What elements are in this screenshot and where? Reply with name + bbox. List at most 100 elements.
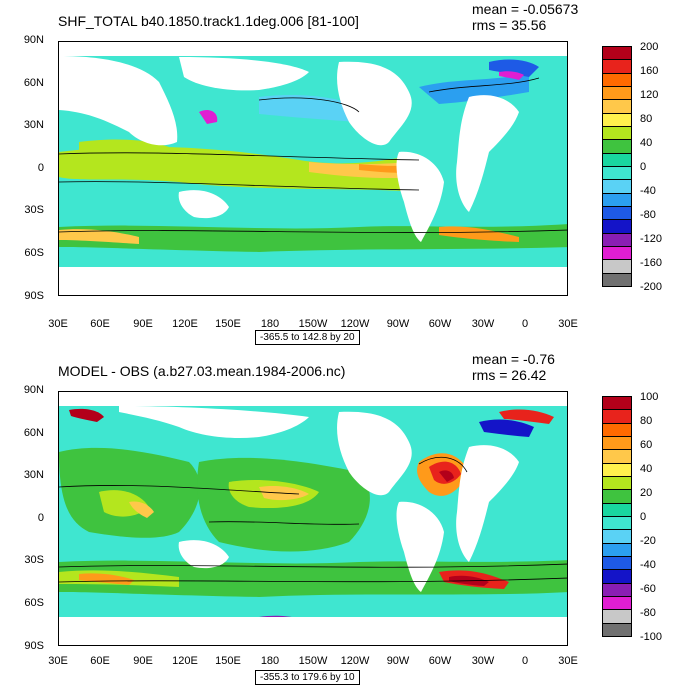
lon-label: 60E — [90, 655, 110, 667]
lon-label: 150E — [215, 318, 241, 330]
legend-swatch — [602, 165, 632, 181]
lat-label: 0 — [37, 512, 44, 524]
lon-label: 30E — [48, 655, 68, 667]
lon-label: 120W — [340, 655, 370, 667]
legend-swatch — [602, 622, 632, 637]
legend-swatch — [602, 409, 632, 424]
legend-swatch — [602, 152, 632, 167]
lon-label: 90E — [133, 318, 153, 330]
legend-swatch — [602, 462, 632, 477]
legend-label: -200 — [640, 281, 663, 293]
legend-swatch — [602, 595, 632, 611]
lon-label: 60W — [428, 655, 452, 667]
legend-swatch — [602, 569, 632, 584]
legend-label: 80 — [640, 415, 653, 427]
lat-label: 30N — [23, 119, 44, 131]
legend-swatch — [602, 179, 632, 194]
lat-label: 30S — [24, 554, 44, 566]
lat-label: 60S — [24, 597, 44, 609]
legend-swatch — [602, 422, 632, 437]
map-plot — [58, 391, 568, 646]
lat-label: 0 — [37, 162, 44, 174]
legend-swatch — [602, 502, 632, 517]
legend-swatch — [602, 112, 632, 127]
legend-label: -100 — [640, 631, 663, 643]
panel-shf-total: SHF_TOTAL b40.1850.track1.1deg.006 [81-1… — [23, 1, 663, 345]
legend-swatch — [602, 192, 632, 207]
lat-label: 90N — [23, 34, 44, 46]
lat-label: 30S — [24, 204, 44, 216]
legend-label: -20 — [640, 535, 656, 547]
lon-label: 30E — [558, 318, 578, 330]
legend-swatch — [602, 435, 632, 451]
legend-swatch — [602, 99, 632, 114]
panel-title: MODEL - OBS (a.b27.03.mean.1984-2006.nc) — [58, 363, 346, 379]
legend-swatch — [602, 219, 632, 234]
panel-model-minus-obs: MODEL - OBS (a.b27.03.mean.1984-2006.nc)… — [0, 350, 700, 700]
legend-label: 0 — [640, 161, 647, 173]
legend-label: 120 — [640, 89, 659, 101]
color-legend — [602, 396, 632, 637]
legend-swatch — [602, 125, 632, 141]
lon-label: 30E — [558, 655, 578, 667]
map-field — [59, 396, 567, 645]
legend-swatch — [602, 396, 632, 411]
legend-swatch — [602, 542, 632, 557]
legend-label: -80 — [640, 209, 656, 221]
legend-label: -120 — [640, 233, 663, 245]
legend-swatch — [602, 475, 632, 491]
legend-swatch — [602, 59, 632, 74]
lon-label: 90E — [133, 655, 153, 667]
legend-label: -40 — [640, 185, 656, 197]
lon-label: 30E — [48, 318, 68, 330]
lon-label: 60W — [428, 318, 452, 330]
lon-label: 180 — [260, 655, 280, 667]
legend-swatch — [602, 259, 632, 274]
legend-label: -160 — [640, 257, 663, 269]
legend-swatch — [602, 489, 632, 504]
lat-label: 90N — [23, 384, 44, 396]
legend-label: 80 — [640, 113, 653, 125]
lat-label: 60N — [23, 77, 44, 89]
contour-range-label: -355.3 to 179.6 by 10 — [255, 670, 360, 685]
legend-swatch — [602, 245, 632, 261]
legend-label: -80 — [640, 607, 656, 619]
lon-label: 90W — [386, 318, 410, 330]
legend-swatch — [602, 139, 632, 154]
legend-label: 100 — [640, 391, 659, 403]
map-field — [59, 46, 567, 295]
legend-swatch — [602, 529, 632, 544]
lat-label: 90S — [24, 290, 44, 302]
legend-label: 200 — [640, 41, 659, 53]
legend-label: 40 — [640, 137, 653, 149]
legend-label: -60 — [640, 583, 656, 595]
legend-swatch — [602, 205, 632, 221]
mean-label: mean = -0.76 — [472, 351, 555, 367]
legend-swatch — [602, 582, 632, 597]
contour-range-label: -365.5 to 142.8 by 20 — [255, 330, 360, 345]
panel-title: SHF_TOTAL b40.1850.track1.1deg.006 [81-1… — [58, 13, 359, 29]
legend-label: 60 — [640, 439, 653, 451]
mean-label: mean = -0.05673 — [472, 1, 579, 17]
legend-swatch — [602, 232, 632, 247]
lon-label: 0 — [521, 655, 529, 667]
lat-label: 60N — [23, 427, 44, 439]
legend-label: -40 — [640, 559, 656, 571]
lon-label: 30W — [471, 655, 495, 667]
rms-label: rms = 26.42 — [472, 367, 547, 383]
lat-label: 90S — [24, 640, 44, 652]
lon-label: 150W — [298, 655, 328, 667]
legend-swatch — [602, 555, 632, 571]
lon-label: 60E — [90, 318, 110, 330]
legend-swatch — [602, 85, 632, 101]
lon-label: 90W — [386, 655, 410, 667]
lon-label: 120E — [172, 655, 198, 667]
color-legend — [602, 46, 632, 287]
legend-label: 20 — [640, 487, 653, 499]
lat-label: 60S — [24, 247, 44, 259]
legend-swatch — [602, 272, 632, 287]
lon-label: 30W — [471, 318, 495, 330]
lon-label: 0 — [521, 318, 529, 330]
map-plot — [58, 41, 568, 296]
rms-label: rms = 35.56 — [472, 17, 547, 33]
